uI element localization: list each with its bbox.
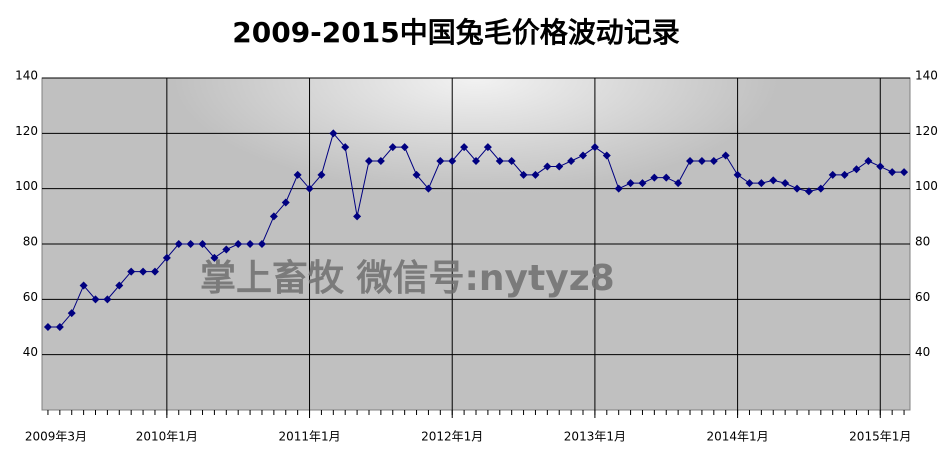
data-point <box>864 157 873 165</box>
data-point <box>519 170 528 179</box>
y-tick-label: 140 <box>15 69 38 83</box>
data-point <box>721 151 730 160</box>
data-point <box>567 157 576 165</box>
data-point <box>793 184 802 193</box>
data-point <box>222 245 231 254</box>
data-point <box>210 253 219 262</box>
y2-tick-label: 140 <box>915 69 938 83</box>
chart-title: 2009-2015中国兔毛价格波动记录 <box>232 16 679 49</box>
x-tick-label: 2015年1月 <box>849 430 911 444</box>
data-point <box>127 267 136 276</box>
data-point <box>804 187 813 196</box>
data-point <box>91 295 100 304</box>
data-point <box>888 168 897 177</box>
x-tick-label: 2011年1月 <box>278 430 340 444</box>
data-point <box>460 143 469 152</box>
data-point <box>43 323 52 331</box>
data-point <box>650 173 659 182</box>
data-point <box>852 165 861 174</box>
data-point <box>424 184 433 193</box>
data-point <box>543 162 552 171</box>
y2-tick-label: 60 <box>915 290 930 304</box>
data-point <box>281 198 290 207</box>
data-point <box>305 184 314 193</box>
y2-tick-label: 120 <box>915 124 938 138</box>
data-point <box>626 179 635 188</box>
data-point <box>602 151 611 160</box>
data-point <box>376 157 385 165</box>
data-point <box>531 170 540 179</box>
y-tick-label: 100 <box>15 179 38 193</box>
data-point <box>353 212 362 221</box>
data-point <box>555 162 564 171</box>
data-point <box>757 179 766 188</box>
data-point <box>436 157 445 165</box>
data-point <box>115 281 124 290</box>
data-point <box>662 173 671 182</box>
data-point <box>733 170 742 179</box>
x-tick-label: 2013年1月 <box>564 430 626 444</box>
data-point <box>150 267 159 276</box>
data-point <box>448 157 457 165</box>
data-point <box>234 240 243 248</box>
y2-tick-label: 40 <box>915 345 930 359</box>
data-point <box>495 157 504 165</box>
x-tick-label: 2014年1月 <box>706 430 768 444</box>
data-point <box>781 179 790 188</box>
data-point <box>816 184 825 193</box>
data-point <box>686 157 695 165</box>
y-tick-label: 60 <box>23 290 38 304</box>
data-point <box>246 240 255 248</box>
data-point <box>828 170 837 179</box>
data-point <box>638 179 647 188</box>
data-point <box>412 170 421 179</box>
data-point <box>174 240 183 248</box>
data-point <box>614 184 623 193</box>
data-point <box>400 143 409 152</box>
data-point <box>186 240 195 248</box>
data-point <box>900 168 909 177</box>
data-point <box>317 170 326 179</box>
data-point <box>139 267 148 276</box>
data-point <box>579 151 588 160</box>
x-tick-label: 2012年1月 <box>421 430 483 444</box>
data-point <box>876 162 885 171</box>
x-tick-label: 2010年1月 <box>136 430 198 444</box>
data-point <box>483 143 492 152</box>
y-tick-label: 80 <box>23 235 38 249</box>
data-point <box>472 157 480 165</box>
data-point <box>697 157 706 165</box>
x-tick-label: 2009年3月 <box>25 430 87 444</box>
data-point <box>79 281 88 290</box>
watermark: 掌上畜牧 微信号:nytyz8 <box>200 258 615 299</box>
data-point <box>364 157 373 165</box>
y2-tick-label: 100 <box>915 179 938 193</box>
data-point <box>103 295 112 304</box>
data-point <box>769 176 778 185</box>
data-point <box>388 143 397 152</box>
y-tick-label: 40 <box>23 345 38 359</box>
data-point <box>709 157 718 165</box>
y2-tick-label: 80 <box>915 235 930 249</box>
data-point <box>162 253 171 262</box>
data-point <box>67 309 76 318</box>
data-point <box>329 129 338 138</box>
data-point <box>257 240 266 248</box>
data-point <box>293 170 302 179</box>
data-point <box>840 170 849 179</box>
data-point <box>341 143 350 152</box>
data-point <box>55 323 64 331</box>
data-point <box>590 143 599 152</box>
y-tick-label: 120 <box>15 124 38 138</box>
data-point <box>269 212 278 221</box>
data-point <box>198 240 207 248</box>
data-point <box>507 157 516 165</box>
data-point <box>674 179 683 188</box>
data-point <box>745 179 754 188</box>
